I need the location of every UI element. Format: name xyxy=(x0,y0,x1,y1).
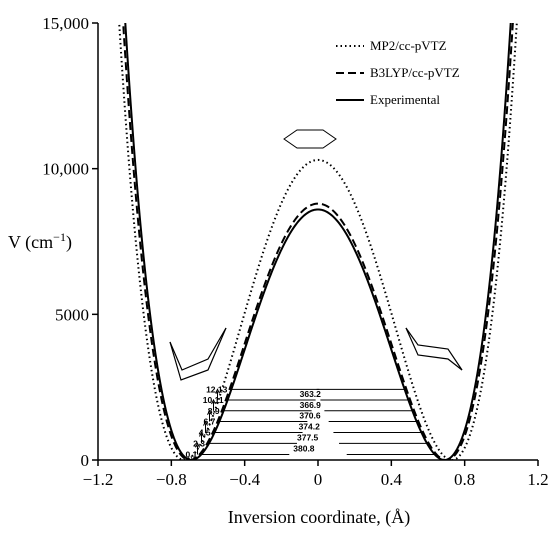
legend-label-b3lyp: B3LYP/cc-pVTZ xyxy=(370,65,460,80)
y-axis-title-close: ) xyxy=(66,232,72,253)
level-spacing-label: 370.6 xyxy=(299,411,321,421)
y-axis-title: V (cm−1) xyxy=(8,230,72,253)
transition-arrow-head xyxy=(199,431,204,437)
series-line-2 xyxy=(124,23,512,460)
transition-arrow-head xyxy=(207,409,212,415)
transition-arrow-head xyxy=(195,442,200,448)
y-tick-label: 10,000 xyxy=(42,160,89,179)
legend-label-experimental: Experimental xyxy=(370,92,440,107)
transition-arrow-head xyxy=(215,388,220,394)
x-tick-label: −0.4 xyxy=(229,470,260,489)
y-axis-title-main: V (cm xyxy=(8,232,53,253)
level-spacing-label: 380.8 xyxy=(293,443,315,453)
level-spacing-label: 363.2 xyxy=(300,389,322,399)
planar-ring-icon xyxy=(283,129,337,149)
legend: MP2/cc-pVTZ B3LYP/cc-pVTZ Experimental xyxy=(336,38,460,107)
y-tick-label: 0 xyxy=(81,451,90,470)
axes: −1.2 −0.8 −0.4 0 0.4 0.8 1.2 0 5000 10,000 15,000 xyxy=(42,14,548,489)
x-tick-label: 0.8 xyxy=(454,470,475,489)
puckered-ring-right-icon xyxy=(405,327,463,371)
x-axis-title: Inversion coordinate, (Å) xyxy=(228,507,410,528)
level-label: 2,3 xyxy=(193,438,205,448)
level-label: 0,1 xyxy=(185,449,197,459)
puckered-ring-left-icon-2 xyxy=(169,327,227,381)
x-tick-label: 0.4 xyxy=(381,470,403,489)
transition-arrow-head xyxy=(211,398,216,405)
y-tick-label: 5000 xyxy=(55,305,89,324)
level-label: 4,5 xyxy=(199,427,211,437)
series-line-1 xyxy=(122,23,514,460)
level-spacing-label: 374.2 xyxy=(299,421,321,431)
x-tick-label: 1.2 xyxy=(527,470,548,489)
level-spacing-label: 366.9 xyxy=(300,400,322,410)
level-spacing-label: 377.5 xyxy=(297,432,319,442)
x-tick-label: 0 xyxy=(314,470,323,489)
energy-levels: 0,1380.82,3377.54,5374.26,7370.68,9366.9… xyxy=(185,384,435,459)
y-axis-title-sup: −1 xyxy=(53,230,66,244)
legend-label-mp2: MP2/cc-pVTZ xyxy=(370,38,447,53)
y-tick-label: 15,000 xyxy=(42,14,89,33)
x-tick-label: −1.2 xyxy=(83,470,114,489)
puckered-ring-right-icon-2 xyxy=(405,327,463,371)
puckered-ring-left-icon xyxy=(169,327,227,371)
transition-arrow-head xyxy=(203,420,208,426)
x-tick-label: −0.8 xyxy=(156,470,187,489)
level-label: 12,13 xyxy=(206,384,228,394)
